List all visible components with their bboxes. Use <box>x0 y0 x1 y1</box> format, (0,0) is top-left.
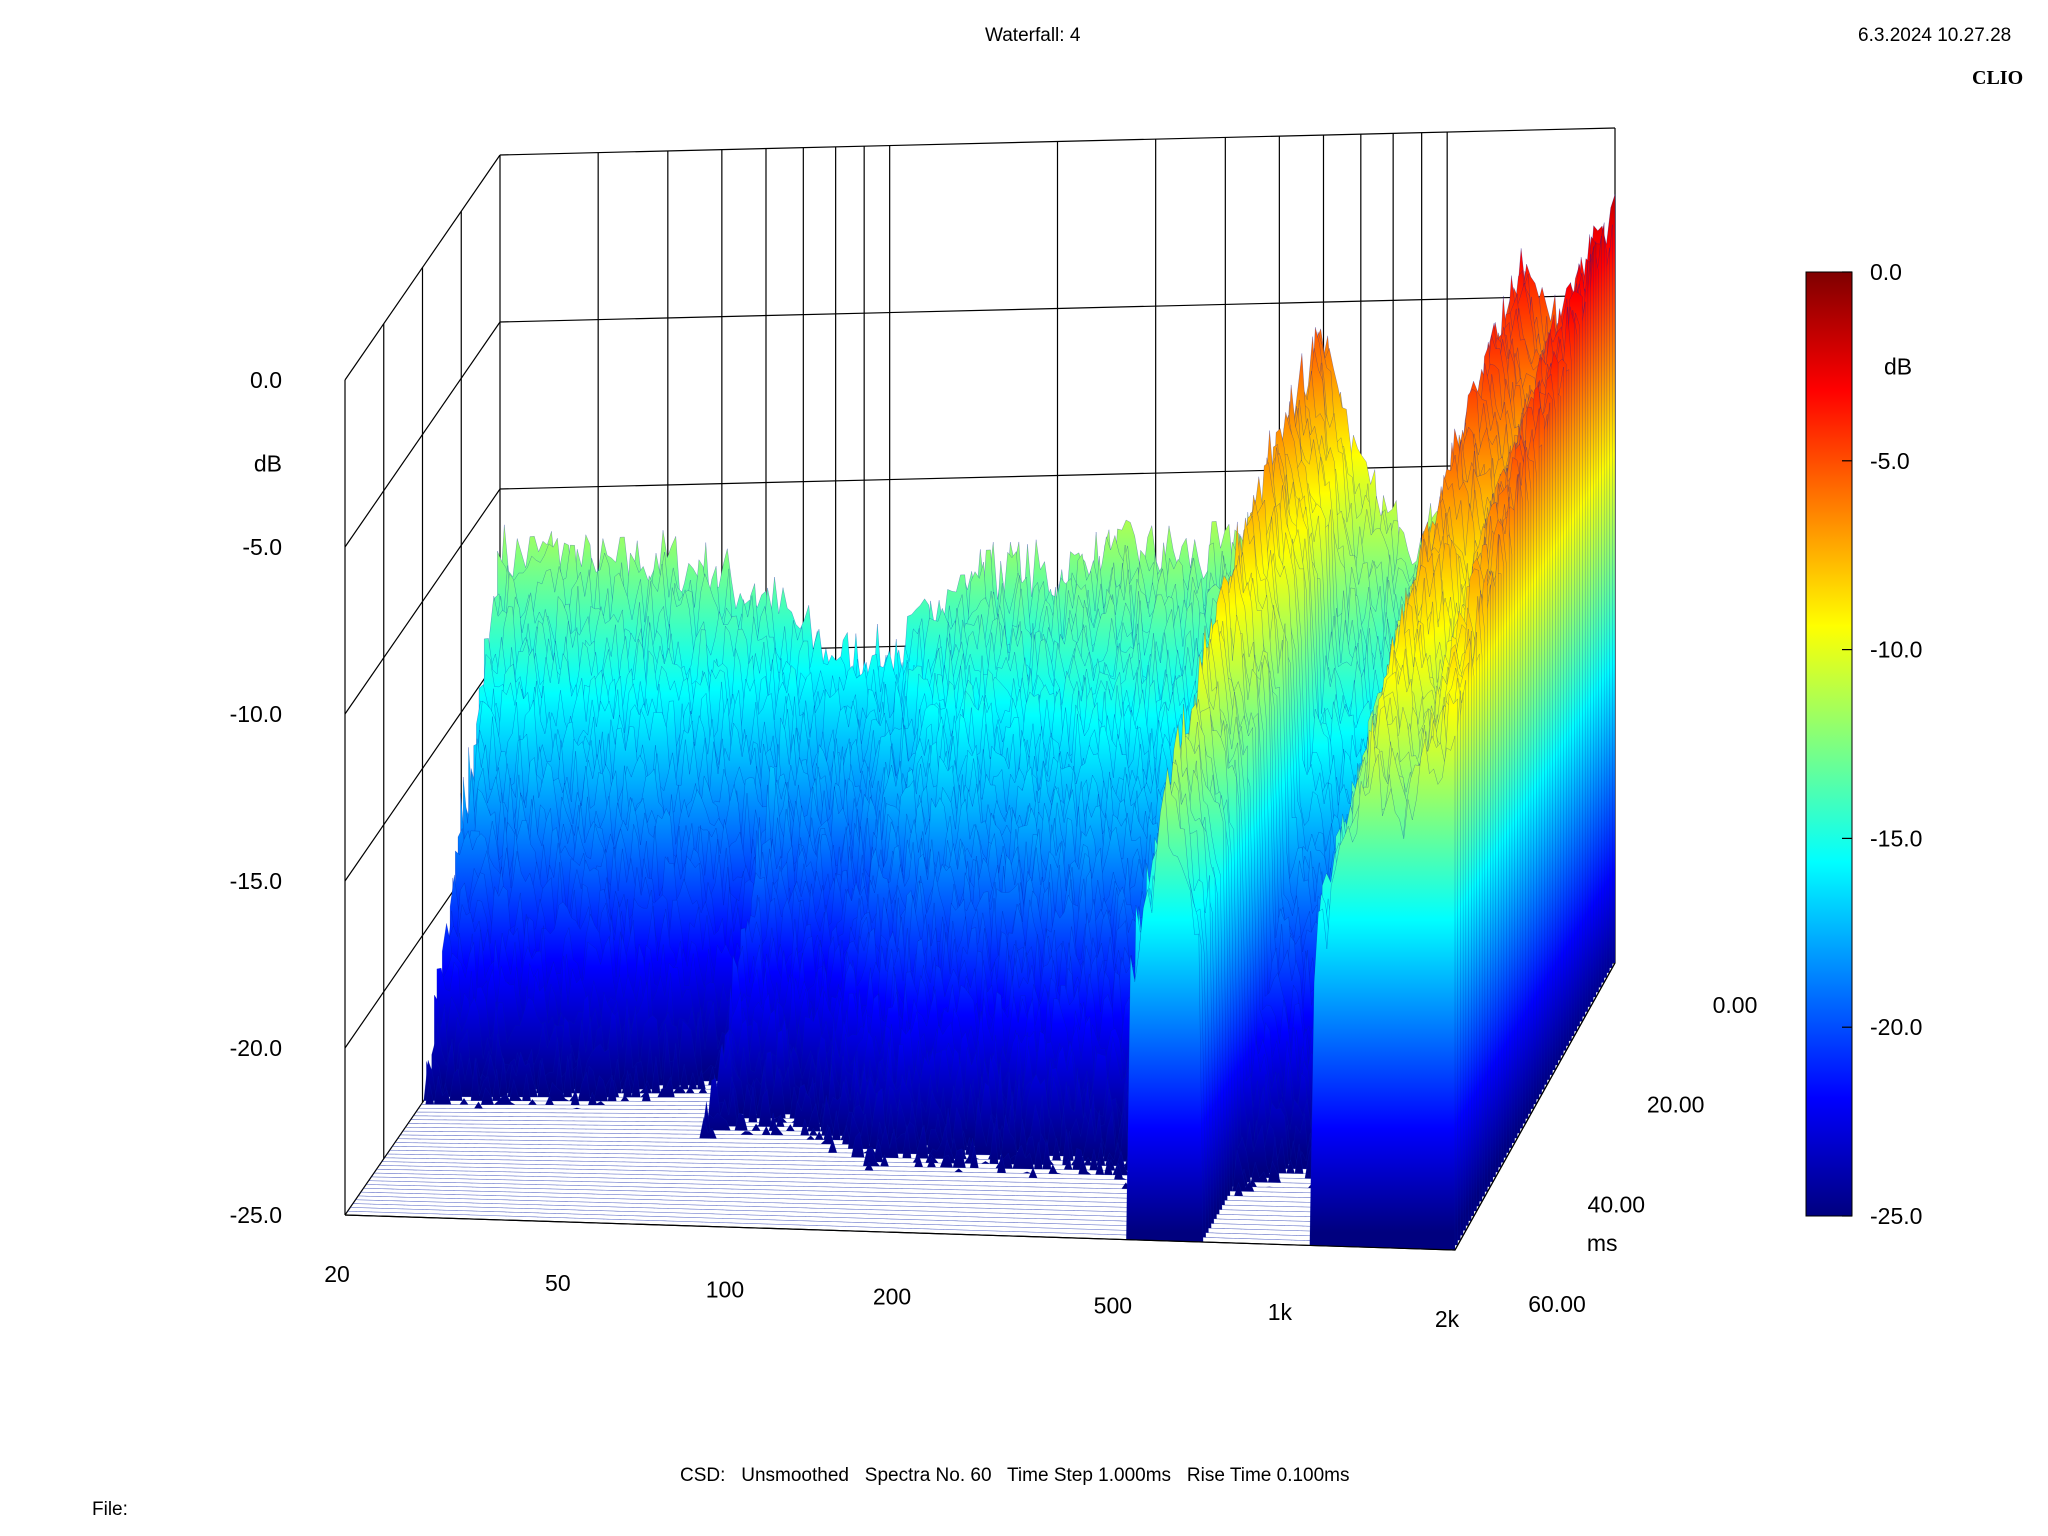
x-tick-label: 2k <box>1435 1306 1460 1332</box>
y-tick-label: -15.0 <box>230 868 282 894</box>
y-unit-label: dB <box>254 451 282 477</box>
colorbar-tick-label: -15.0 <box>1870 825 1922 851</box>
colorbar-tick-label: 0.0 <box>1870 259 1902 285</box>
x-tick-label: 200 <box>873 1284 911 1310</box>
x-tick-label: 500 <box>1094 1292 1132 1318</box>
y-tick-label: -10.0 <box>230 701 282 727</box>
colorbar-tick-label: -10.0 <box>1870 637 1922 663</box>
y-tick-label: -20.0 <box>230 1035 282 1061</box>
colorbar-tick-label: -20.0 <box>1870 1014 1922 1040</box>
x-tick-label: 1k <box>1268 1299 1293 1325</box>
file-label: File: <box>92 1499 128 1520</box>
x-tick-label: 100 <box>706 1277 744 1303</box>
clio-logo: CLIO <box>1972 67 2024 89</box>
colorbar-tick-label: -25.0 <box>1870 1203 1922 1229</box>
waterfall-surface <box>344 194 1616 1251</box>
colorbar-gradient <box>1805 271 1853 1217</box>
y-tick-label: -25.0 <box>230 1202 282 1228</box>
z-unit-label: ms <box>1587 1230 1618 1256</box>
y-tick-label: -5.0 <box>242 534 282 560</box>
chart-title: Waterfall: 4 <box>985 25 1081 46</box>
floor-front-edge <box>344 962 1616 1251</box>
z-tick-label: 60.00 <box>1528 1291 1586 1317</box>
x-tick-label: 20 <box>324 1261 350 1287</box>
z-tick-label: 40.00 <box>1588 1191 1646 1217</box>
colorbar-tick-label: -5.0 <box>1870 448 1910 474</box>
z-tick-label: 20.00 <box>1647 1092 1705 1118</box>
z-tick-label: 0.00 <box>1713 992 1758 1018</box>
x-tick-label: 50 <box>545 1270 571 1296</box>
colorbar-unit-label: dB <box>1884 353 1912 379</box>
colorbar: 0.0 -5.0 -10.0 -15.0 -20.0 -25.0 dB <box>1805 259 1922 1229</box>
timestamp: 6.3.2024 10.27.28 <box>1858 25 2012 46</box>
tick-labels: 0.0 -5.0 -10.0 -15.0 -20.0 -25.0 dB 20 50 100 200 5… <box>230 367 1758 1332</box>
y-tick-label: 0.0 <box>250 367 282 393</box>
csd-settings: CSD: Unsmoothed Spectra No. 60 Time Step… <box>680 1465 1350 1486</box>
